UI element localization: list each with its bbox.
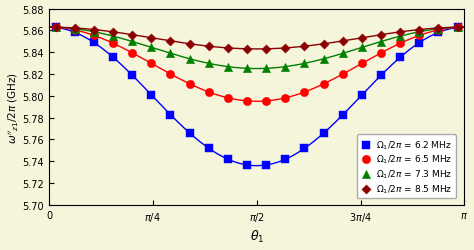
Legend: $\Omega_1/2\pi$ = 6.2 MHz, $\Omega_1/2\pi$ = 6.5 MHz, $\Omega_1/2\pi$ = 7.3 MHz,: $\Omega_1/2\pi$ = 6.2 MHz, $\Omega_1/2\p… [357, 135, 456, 199]
$\Omega_1/2\pi$ = 8.5 MHz [435, 27, 442, 31]
$\Omega_1/2\pi$ = 6.2 MHz [377, 74, 385, 78]
$\Omega_1/2\pi$ = 8.5 MHz [205, 45, 212, 49]
$\Omega_1/2\pi$ = 6.2 MHz [90, 41, 98, 45]
$\Omega_1/2\pi$ = 6.5 MHz [396, 42, 404, 46]
$\Omega_1/2\pi$ = 8.5 MHz [243, 48, 251, 52]
$\Omega_1/2\pi$ = 6.2 MHz [71, 31, 79, 35]
$\Omega_1/2\pi$ = 6.5 MHz [205, 90, 212, 94]
$\Omega_1/2\pi$ = 6.2 MHz [282, 158, 289, 162]
$\Omega_1/2\pi$ = 6.5 MHz [109, 42, 117, 46]
$\Omega_1/2\pi$ = 6.5 MHz [167, 73, 174, 77]
$\Omega_1/2\pi$ = 8.5 MHz [358, 37, 365, 41]
$\Omega_1/2\pi$ = 6.2 MHz [167, 113, 174, 117]
$\Omega_1/2\pi$ = 7.3 MHz [167, 52, 174, 56]
$\Omega_1/2\pi$ = 6.2 MHz [320, 132, 328, 136]
$\Omega_1/2\pi$ = 7.3 MHz [205, 62, 212, 66]
$\Omega_1/2\pi$ = 6.5 MHz [224, 96, 232, 100]
$\Omega_1/2\pi$ = 7.3 MHz [263, 67, 270, 71]
$\Omega_1/2\pi$ = 8.5 MHz [416, 28, 423, 32]
$\Omega_1/2\pi$ = 7.3 MHz [435, 28, 442, 32]
$\Omega_1/2\pi$ = 6.2 MHz [52, 26, 59, 30]
$\Omega_1/2\pi$ = 8.5 MHz [52, 26, 59, 30]
$\Omega_1/2\pi$ = 7.3 MHz [377, 40, 385, 44]
$\Omega_1/2\pi$ = 8.5 MHz [128, 34, 136, 38]
$\Omega_1/2\pi$ = 7.3 MHz [52, 26, 59, 30]
$\Omega_1/2\pi$ = 8.5 MHz [147, 36, 155, 40]
$\Omega_1/2\pi$ = 6.2 MHz [396, 56, 404, 60]
$\Omega_1/2\pi$ = 6.5 MHz [186, 82, 193, 86]
$\Omega_1/2\pi$ = 6.2 MHz [205, 146, 212, 150]
$\Omega_1/2\pi$ = 8.5 MHz [109, 31, 117, 35]
Y-axis label: $\omega''_{z1}/2\pi$ (GHz): $\omega''_{z1}/2\pi$ (GHz) [6, 72, 19, 143]
$\Omega_1/2\pi$ = 6.5 MHz [416, 34, 423, 38]
$\Omega_1/2\pi$ = 6.5 MHz [320, 82, 328, 86]
$\Omega_1/2\pi$ = 7.3 MHz [128, 40, 136, 44]
$\Omega_1/2\pi$ = 6.5 MHz [358, 62, 365, 66]
$\Omega_1/2\pi$ = 6.5 MHz [52, 26, 59, 30]
$\Omega_1/2\pi$ = 6.2 MHz [301, 147, 308, 151]
$\Omega_1/2\pi$ = 6.5 MHz [71, 29, 79, 33]
$\Omega_1/2\pi$ = 7.3 MHz [282, 66, 289, 70]
$\Omega_1/2\pi$ = 8.5 MHz [90, 28, 98, 32]
$\Omega_1/2\pi$ = 6.5 MHz [263, 100, 270, 103]
$\Omega_1/2\pi$ = 6.2 MHz [454, 26, 461, 30]
$\Omega_1/2\pi$ = 7.3 MHz [396, 35, 404, 39]
$\Omega_1/2\pi$ = 8.5 MHz [339, 40, 346, 44]
X-axis label: $\theta_1$: $\theta_1$ [249, 228, 264, 244]
$\Omega_1/2\pi$ = 7.3 MHz [416, 30, 423, 34]
$\Omega_1/2\pi$ = 6.2 MHz [147, 94, 155, 98]
$\Omega_1/2\pi$ = 6.2 MHz [435, 31, 442, 35]
$\Omega_1/2\pi$ = 8.5 MHz [224, 47, 232, 51]
$\Omega_1/2\pi$ = 7.3 MHz [71, 28, 79, 32]
$\Omega_1/2\pi$ = 6.2 MHz [224, 158, 232, 162]
$\Omega_1/2\pi$ = 6.2 MHz [186, 132, 193, 136]
$\Omega_1/2\pi$ = 6.5 MHz [301, 91, 308, 95]
$\Omega_1/2\pi$ = 6.5 MHz [339, 73, 346, 77]
$\Omega_1/2\pi$ = 8.5 MHz [377, 34, 385, 38]
$\Omega_1/2\pi$ = 7.3 MHz [320, 58, 328, 62]
$\Omega_1/2\pi$ = 6.5 MHz [128, 52, 136, 56]
$\Omega_1/2\pi$ = 6.2 MHz [339, 113, 346, 117]
$\Omega_1/2\pi$ = 6.2 MHz [243, 163, 251, 167]
$\Omega_1/2\pi$ = 6.2 MHz [263, 163, 270, 167]
$\Omega_1/2\pi$ = 6.2 MHz [128, 74, 136, 78]
$\Omega_1/2\pi$ = 7.3 MHz [109, 35, 117, 39]
$\Omega_1/2\pi$ = 7.3 MHz [454, 26, 461, 30]
$\Omega_1/2\pi$ = 6.2 MHz [416, 42, 423, 46]
$\Omega_1/2\pi$ = 8.5 MHz [186, 42, 193, 46]
$\Omega_1/2\pi$ = 7.3 MHz [186, 58, 193, 62]
$\Omega_1/2\pi$ = 7.3 MHz [358, 46, 365, 50]
$\Omega_1/2\pi$ = 6.5 MHz [90, 34, 98, 38]
$\Omega_1/2\pi$ = 6.2 MHz [109, 56, 117, 60]
$\Omega_1/2\pi$ = 8.5 MHz [301, 45, 308, 49]
$\Omega_1/2\pi$ = 7.3 MHz [243, 67, 251, 71]
$\Omega_1/2\pi$ = 6.5 MHz [377, 52, 385, 56]
$\Omega_1/2\pi$ = 6.5 MHz [147, 62, 155, 66]
$\Omega_1/2\pi$ = 6.5 MHz [454, 26, 461, 30]
$\Omega_1/2\pi$ = 6.2 MHz [358, 94, 365, 98]
$\Omega_1/2\pi$ = 8.5 MHz [454, 26, 461, 30]
$\Omega_1/2\pi$ = 8.5 MHz [71, 27, 79, 31]
$\Omega_1/2\pi$ = 7.3 MHz [90, 30, 98, 34]
$\Omega_1/2\pi$ = 8.5 MHz [282, 47, 289, 51]
$\Omega_1/2\pi$ = 6.5 MHz [282, 96, 289, 100]
$\Omega_1/2\pi$ = 7.3 MHz [339, 52, 346, 56]
$\Omega_1/2\pi$ = 8.5 MHz [167, 40, 174, 44]
$\Omega_1/2\pi$ = 6.5 MHz [435, 29, 442, 33]
$\Omega_1/2\pi$ = 7.3 MHz [224, 65, 232, 69]
$\Omega_1/2\pi$ = 8.5 MHz [320, 42, 328, 46]
$\Omega_1/2\pi$ = 7.3 MHz [147, 46, 155, 50]
$\Omega_1/2\pi$ = 7.3 MHz [301, 62, 308, 66]
$\Omega_1/2\pi$ = 6.5 MHz [243, 100, 251, 103]
$\Omega_1/2\pi$ = 8.5 MHz [263, 48, 270, 52]
$\Omega_1/2\pi$ = 8.5 MHz [396, 31, 404, 35]
